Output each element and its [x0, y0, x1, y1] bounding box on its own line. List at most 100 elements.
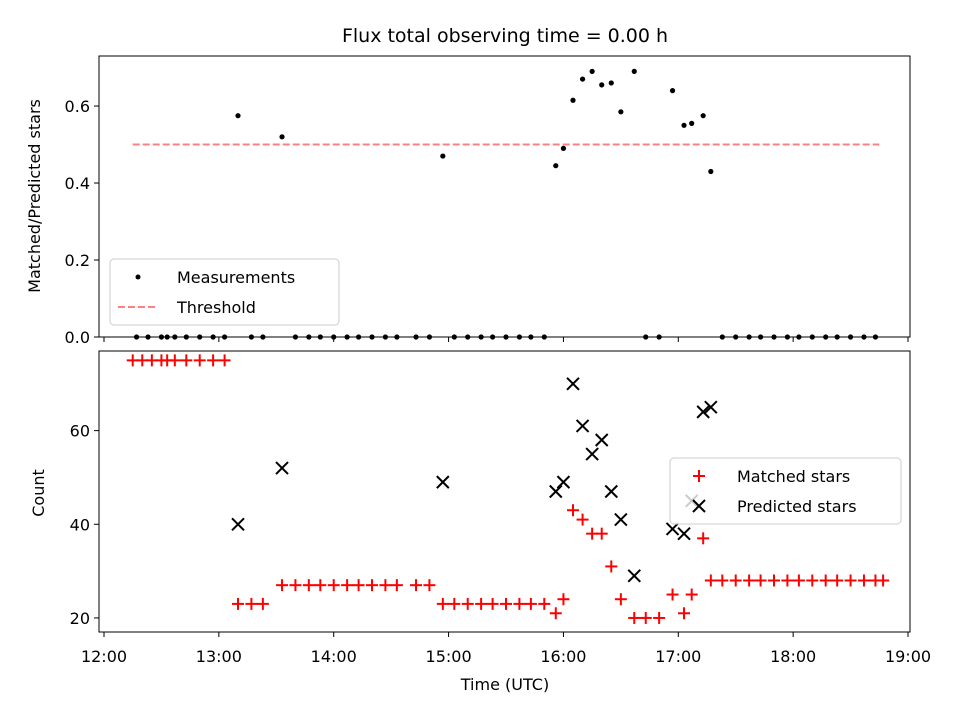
matched-star-point-49 — [704, 574, 717, 587]
bottom-legend: Matched stars Predicted stars — [669, 457, 902, 525]
top-y-tick-label-0: 0.0 — [65, 328, 90, 347]
predicted-star-point-2 — [436, 475, 450, 489]
matched-star-point-42 — [628, 611, 641, 624]
bottom-x-tick-label-0: 12:00 — [81, 647, 127, 666]
measurement-point-40 — [618, 109, 624, 115]
matched-star-point-7 — [193, 354, 206, 367]
matched-star-point-58 — [819, 574, 832, 587]
bottom-y-axis-label: Count — [29, 469, 48, 517]
legend-matched-label: Matched stars — [737, 467, 850, 486]
bottom-x-tick-label-7: 19:00 — [885, 647, 931, 666]
matched-star-point-8 — [207, 354, 220, 367]
predicted-star-point-1 — [275, 461, 289, 475]
measurement-point-48 — [708, 168, 714, 175]
matched-star-point-45 — [666, 588, 679, 601]
measurement-point-37 — [589, 68, 595, 74]
measurement-point-35 — [570, 97, 576, 103]
bottom-x-tick-label-6: 18:00 — [770, 647, 816, 666]
measurement-point-33 — [553, 163, 559, 169]
bottom-x-tick-label-3: 15:00 — [426, 647, 472, 666]
predicted-star-point-1-b — [275, 461, 289, 475]
matched-star-point-15 — [302, 579, 315, 592]
measurement-point-9 — [235, 113, 241, 119]
bottom-legend-box — [669, 457, 902, 525]
matched-star-point-10 — [232, 597, 244, 610]
bottom-panel: Count Time (UTC) 20 40 60 12:00 13:00 14:00 15… — [29, 350, 931, 694]
matched-star-point-40 — [605, 560, 618, 573]
legend-threshold-label: Threshold — [176, 298, 256, 317]
predicted-star-point-10 — [614, 512, 628, 527]
matched-star-point-34 — [549, 607, 562, 620]
matched-star-point-14 — [289, 579, 302, 592]
predicted-star-point-4 — [556, 475, 571, 489]
matched-star-point-28 — [475, 597, 488, 610]
matched-star-point-23 — [410, 579, 423, 592]
predicted-star-point-9 — [604, 484, 618, 499]
matched-star-point-48 — [697, 532, 710, 545]
matched-star-point-27 — [461, 597, 474, 610]
matched-star-point-24 — [423, 579, 436, 592]
matched-star-point-29 — [486, 597, 499, 610]
measurement-point-24 — [440, 153, 446, 159]
bottom-y-tick-label-2: 60 — [70, 422, 90, 441]
matched-star-point-17 — [327, 579, 340, 592]
predicted-star-point-12-b — [665, 522, 680, 536]
measurement-point-45 — [681, 122, 687, 128]
matched-star-point-11 — [245, 597, 258, 610]
predicted-star-point-4-b — [556, 475, 571, 489]
top-y-tick-label-3: 0.6 — [65, 97, 90, 116]
predicted-star-point-8-b — [595, 433, 609, 447]
predicted-star-point-3 — [549, 484, 563, 499]
legend-measurements-label: Measurements — [177, 268, 295, 287]
matched-star-point-36 — [567, 504, 579, 517]
matched-star-point-9 — [218, 354, 231, 367]
legend-predicted-marker — [692, 499, 706, 513]
matched-star-point-44 — [653, 611, 666, 624]
matched-star-point-57 — [806, 574, 819, 587]
predicted-star-point-9-b — [604, 484, 618, 499]
matched-star-point-32 — [524, 597, 537, 610]
bottom-x-tick-label-5: 17:00 — [655, 647, 701, 666]
matched-star-point-26 — [448, 597, 461, 610]
x-axis-label: Time (UTC) — [460, 675, 549, 694]
matched-star-point-53 — [754, 574, 767, 587]
bottom-plot-frame — [98, 350, 911, 633]
predicted-star-point-6-b — [575, 419, 590, 433]
predicted-star-point-7 — [585, 447, 599, 461]
measurement-point-38 — [599, 82, 605, 88]
top-y-tick-label-2: 0.4 — [65, 174, 90, 193]
predicted-star-point-16-b — [704, 400, 718, 414]
predicted-star-point-11 — [627, 569, 641, 583]
matched-star-point-22 — [390, 579, 403, 592]
predicted-star-point-10-b — [614, 512, 628, 527]
matched-star-point-30 — [500, 597, 512, 610]
bottom-y-tick-label-0: 20 — [70, 609, 90, 628]
legend-predicted-label: Predicted stars — [737, 497, 857, 516]
matched-star-point-31 — [513, 597, 526, 610]
matched-star-point-43 — [639, 611, 652, 624]
top-panel: Flux total observing time = 0.00 h Match… — [25, 25, 911, 347]
predicted-star-point-11-b — [627, 569, 641, 583]
matched-star-point-59 — [831, 574, 844, 587]
matched-star-point-6 — [180, 354, 193, 367]
matched-star-point-20 — [366, 579, 378, 592]
predicted-star-point-13 — [677, 526, 691, 541]
matched-star-point-41 — [614, 593, 627, 606]
predicted-star-point-8 — [595, 433, 609, 447]
matched-star-point-51 — [729, 574, 742, 587]
matched-star-point-50 — [716, 574, 729, 587]
matched-star-point-39 — [595, 527, 608, 540]
matched-star-point-52 — [743, 574, 756, 587]
matched-star-point-35 — [557, 593, 570, 606]
bottom-axis-ticks: 20 40 60 12:00 13:00 14:00 15:00 16:00 17:00 18:0… — [70, 422, 931, 666]
matched-star-point-47 — [685, 588, 698, 601]
predicted-star-point-15 — [696, 405, 710, 419]
predicted-star-point-0 — [231, 517, 245, 531]
predicted-star-point-6 — [575, 419, 590, 433]
matched-star-point-19 — [352, 579, 365, 592]
bottom-plot-marks — [126, 354, 890, 624]
top-plot-frame — [98, 55, 911, 338]
legend-matched-marker — [693, 470, 705, 482]
predicted-star-point-12 — [665, 522, 680, 536]
